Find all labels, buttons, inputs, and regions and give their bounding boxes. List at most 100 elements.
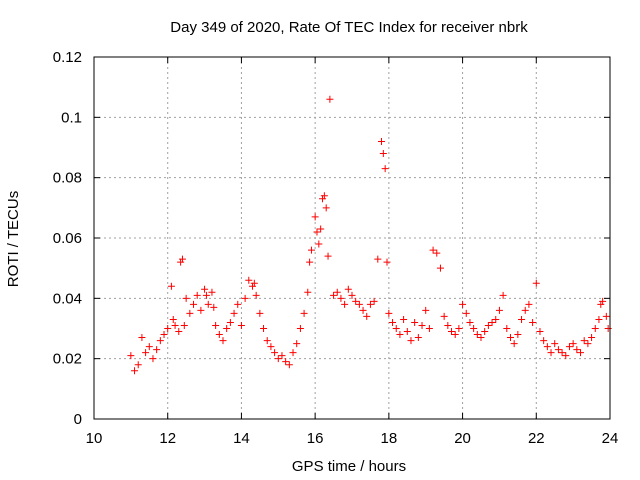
data-point	[177, 258, 185, 266]
data-point	[245, 276, 253, 284]
y-tick-label: 0.04	[53, 290, 82, 307]
data-point	[131, 367, 139, 375]
data-point	[278, 352, 286, 360]
data-point	[333, 288, 341, 296]
data-point	[241, 294, 249, 302]
data-point	[344, 285, 352, 293]
data-point	[385, 309, 393, 317]
data-point	[422, 306, 430, 314]
data-point	[274, 355, 282, 363]
data-point	[604, 325, 612, 332]
data-point	[167, 282, 175, 290]
data-point	[588, 334, 596, 342]
data-point	[499, 291, 507, 299]
data-point	[551, 340, 559, 348]
data-point	[160, 331, 168, 339]
data-point	[554, 346, 562, 354]
y-axis-label: ROTI / TECUs	[5, 191, 22, 287]
data-point	[352, 297, 360, 305]
data-point	[169, 315, 177, 323]
data-point	[547, 349, 555, 357]
data-point	[127, 352, 135, 360]
data-point	[481, 328, 489, 336]
data-point	[492, 315, 500, 323]
data-point	[459, 300, 467, 308]
data-point	[540, 337, 548, 345]
data-point	[149, 355, 157, 363]
data-point	[237, 321, 245, 329]
data-point	[565, 343, 573, 351]
data-point	[451, 331, 459, 339]
data-point	[363, 312, 371, 320]
data-point	[226, 318, 234, 326]
data-point	[503, 325, 511, 332]
data-point	[190, 300, 198, 308]
data-points	[127, 95, 612, 375]
data-point	[595, 315, 603, 323]
data-point	[514, 331, 522, 339]
data-point	[602, 312, 610, 320]
y-tick-label: 0	[74, 411, 82, 428]
data-point	[518, 315, 526, 323]
y-tick-label: 0.12	[53, 49, 82, 66]
data-point	[223, 325, 231, 332]
data-point	[186, 309, 194, 317]
grid-lines	[94, 57, 610, 419]
data-point	[580, 337, 588, 345]
data-point	[145, 343, 153, 351]
data-point	[448, 328, 456, 336]
data-point	[208, 288, 216, 296]
data-point	[359, 306, 367, 314]
data-point	[379, 150, 387, 158]
data-point	[300, 309, 308, 317]
data-point	[381, 165, 389, 173]
data-point	[425, 325, 433, 332]
data-point	[219, 337, 227, 345]
data-point	[322, 204, 330, 212]
data-point	[330, 291, 338, 299]
data-point	[230, 309, 238, 317]
data-point	[599, 297, 607, 305]
data-point	[315, 240, 323, 248]
data-point	[407, 337, 415, 345]
data-point	[488, 318, 496, 326]
data-point	[311, 213, 319, 221]
data-point	[250, 279, 258, 287]
data-point	[433, 249, 441, 257]
data-point	[260, 325, 268, 332]
data-point	[304, 288, 312, 296]
data-point	[366, 300, 374, 308]
data-point	[138, 334, 146, 342]
data-point	[562, 352, 570, 360]
data-point	[510, 340, 518, 348]
data-point	[289, 349, 297, 357]
data-point	[477, 334, 485, 342]
data-point	[307, 246, 315, 254]
data-point	[383, 258, 391, 266]
data-point	[317, 225, 325, 233]
data-point	[178, 255, 186, 263]
x-tick-label: 12	[159, 430, 176, 447]
data-point	[389, 318, 397, 326]
data-point	[558, 349, 566, 357]
plot-frame	[93, 56, 611, 420]
data-point	[396, 331, 404, 339]
data-point	[212, 321, 220, 329]
data-point	[193, 291, 201, 299]
data-point	[591, 325, 599, 332]
data-point	[348, 291, 356, 299]
data-point	[164, 325, 172, 332]
data-point	[197, 306, 205, 314]
data-point	[282, 358, 290, 366]
data-point	[337, 294, 345, 302]
data-point	[210, 303, 218, 311]
data-point	[248, 282, 256, 290]
data-point	[532, 279, 540, 287]
data-point	[175, 328, 183, 336]
data-point	[436, 264, 444, 272]
data-point	[204, 300, 212, 308]
data-point	[271, 349, 279, 357]
data-point	[418, 321, 426, 329]
data-point	[529, 318, 537, 326]
